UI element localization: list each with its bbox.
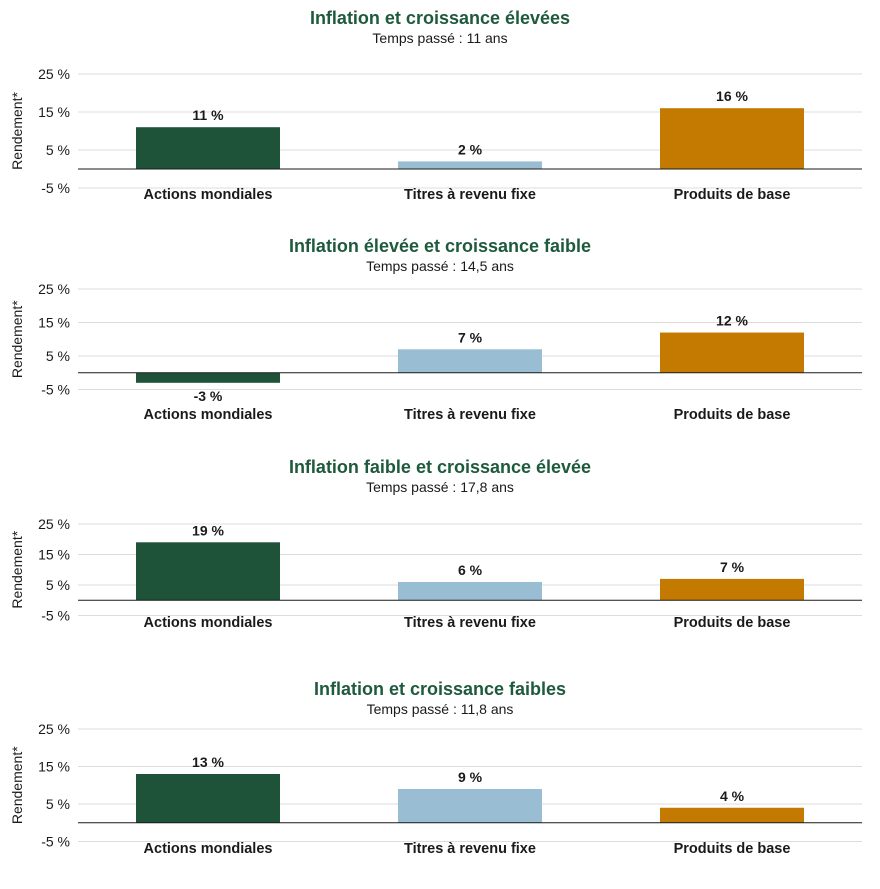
bar bbox=[136, 372, 280, 383]
y-axis-label: Rendement* bbox=[9, 746, 25, 824]
bar bbox=[660, 332, 804, 373]
bar-chart-3: 25 % 15 % 5 % -5 % Rendement* 19 % 6 % 7 % Actio… bbox=[9, 516, 862, 631]
category-label: Produits de base bbox=[674, 615, 791, 631]
data-label: 12 % bbox=[716, 313, 748, 329]
bar-chart-1: 25 % 15 % 5 % -5 % Rendement* 11 % 2 % 16 % Acti… bbox=[9, 66, 862, 203]
data-label: 6 % bbox=[458, 562, 483, 578]
chart-subtitle: Temps passé : 17,8 ans bbox=[366, 479, 514, 495]
y-tick-label: 15 % bbox=[38, 104, 70, 120]
y-tick-label: 15 % bbox=[38, 547, 70, 563]
chart-subtitle: Temps passé : 11 ans bbox=[372, 30, 508, 46]
y-tick-label: 15 % bbox=[38, 759, 70, 775]
bar bbox=[398, 161, 542, 169]
bar bbox=[398, 349, 542, 373]
bar bbox=[660, 108, 804, 169]
chart-subtitle: Temps passé : 11,8 ans bbox=[366, 701, 514, 717]
y-tick-label: 5 % bbox=[46, 796, 70, 812]
data-label: 9 % bbox=[458, 769, 483, 785]
category-label: Titres à revenu fixe bbox=[404, 407, 536, 423]
y-tick-label: -5 % bbox=[41, 834, 70, 850]
category-label: Titres à revenu fixe bbox=[404, 187, 536, 203]
category-label: Actions mondiales bbox=[144, 615, 273, 631]
data-label: -3 % bbox=[194, 388, 223, 404]
bar bbox=[660, 807, 804, 823]
y-tick-label: -5 % bbox=[41, 608, 70, 624]
bar bbox=[136, 542, 280, 601]
y-tick-label: 25 % bbox=[38, 516, 70, 532]
category-label: Titres à revenu fixe bbox=[404, 841, 536, 857]
bar bbox=[136, 127, 280, 169]
category-label: Actions mondiales bbox=[144, 407, 273, 423]
data-label: 13 % bbox=[192, 754, 224, 770]
y-tick-label: 5 % bbox=[46, 577, 70, 593]
data-label: 11 % bbox=[192, 107, 224, 123]
y-tick-label: -5 % bbox=[41, 382, 70, 398]
y-tick-label: 15 % bbox=[38, 315, 70, 331]
bar bbox=[398, 789, 542, 823]
bar bbox=[136, 774, 280, 823]
chart-subtitle: Temps passé : 14,5 ans bbox=[366, 258, 514, 274]
bar-chart-2: 25 % 15 % 5 % -5 % Rendement* -3 % 7 % 12 % Acti… bbox=[9, 281, 862, 423]
bar bbox=[398, 581, 542, 601]
data-label: 19 % bbox=[192, 522, 224, 538]
y-tick-label: 5 % bbox=[46, 348, 70, 364]
y-axis-label: Rendement* bbox=[9, 530, 25, 608]
y-axis-label: Rendement* bbox=[9, 300, 25, 378]
y-tick-label: -5 % bbox=[41, 180, 70, 196]
category-label: Produits de base bbox=[674, 841, 791, 857]
y-tick-label: 25 % bbox=[38, 281, 70, 297]
chart-panel-3: Inflation faible et croissance élevée Tem… bbox=[0, 457, 880, 667]
chart-title: Inflation élevée et croissance faible bbox=[288, 236, 592, 256]
y-tick-label: 25 % bbox=[38, 721, 70, 737]
y-tick-label: 25 % bbox=[38, 66, 70, 82]
category-label: Produits de base bbox=[674, 407, 791, 423]
data-label: 7 % bbox=[720, 559, 745, 575]
chart-panel-2: Inflation élevée et croissance faible Tem… bbox=[0, 236, 880, 446]
category-label: Produits de base bbox=[674, 187, 791, 203]
category-label: Actions mondiales bbox=[144, 187, 273, 203]
data-label: 16 % bbox=[716, 88, 748, 104]
bar-chart-4: 25 % 15 % 5 % -5 % Rendement* 13 % 9 % 4 % Actio… bbox=[9, 721, 862, 857]
category-label: Titres à revenu fixe bbox=[404, 615, 536, 631]
bar bbox=[660, 578, 804, 601]
y-axis-label: Rendement* bbox=[9, 92, 25, 170]
chart-title: Inflation et croissance élevées bbox=[309, 8, 571, 28]
category-label: Actions mondiales bbox=[144, 841, 273, 857]
data-label: 4 % bbox=[720, 788, 745, 804]
y-tick-label: 5 % bbox=[46, 142, 70, 158]
chart-title: Inflation et croissance faibles bbox=[313, 679, 567, 699]
chart-title: Inflation faible et croissance élevée bbox=[288, 457, 592, 477]
data-label: 2 % bbox=[458, 141, 483, 157]
data-label: 7 % bbox=[458, 329, 483, 345]
chart-panel-1: Inflation et croissance élevées Temps pas… bbox=[0, 8, 880, 218]
chart-panel-4: Inflation et croissance faibles Temps pas… bbox=[0, 679, 880, 889]
